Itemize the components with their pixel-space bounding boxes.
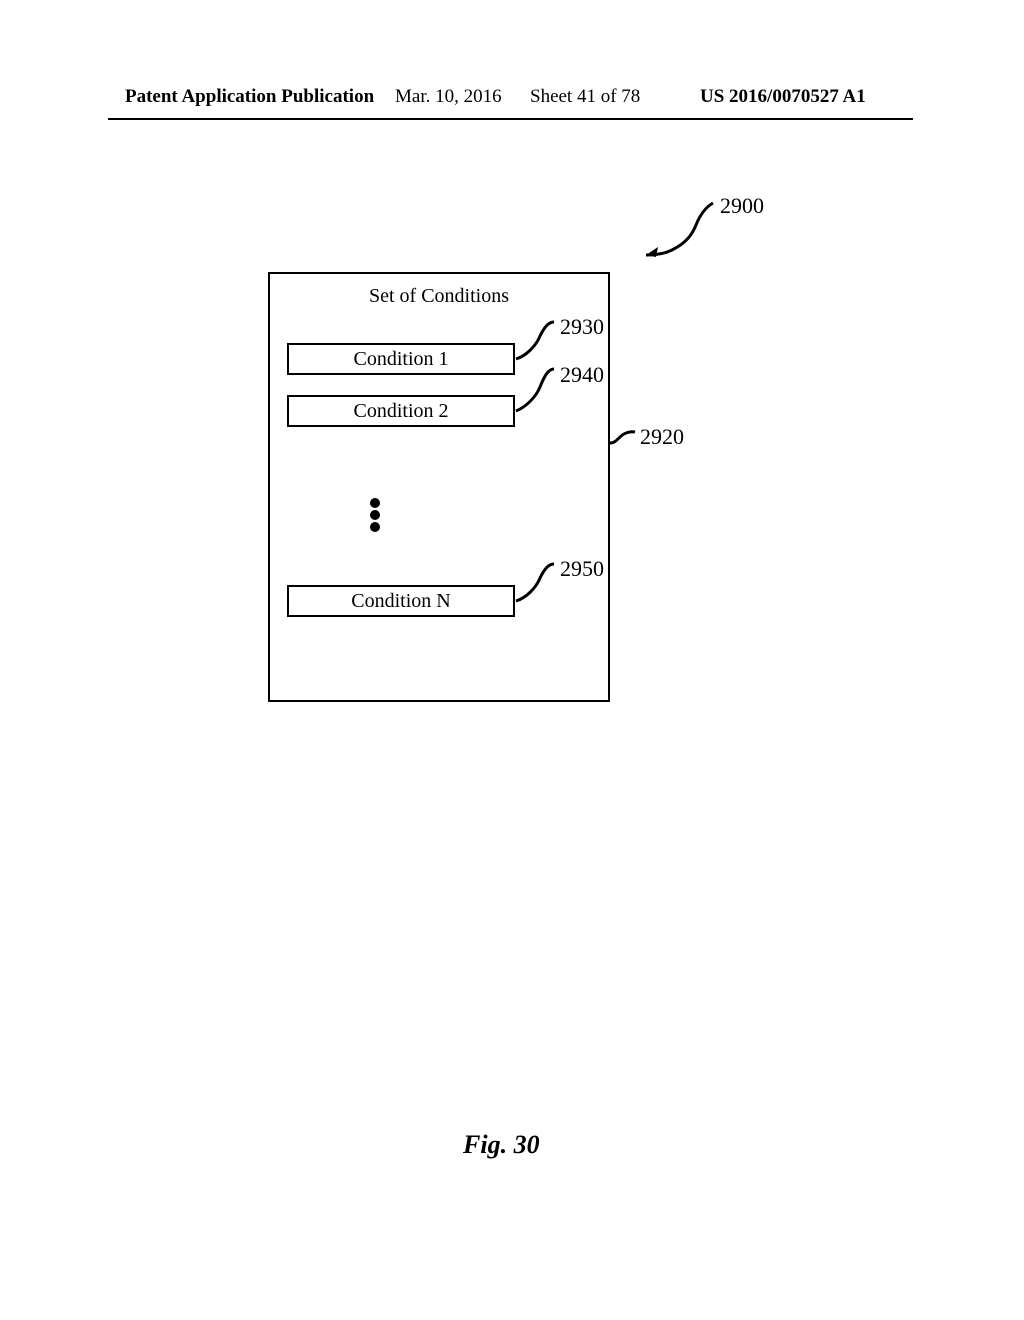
ref-2940: 2940 [560,362,604,388]
publication-date: Mar. 10, 2016 [395,86,502,108]
condition-1-box: Condition 1 [287,343,515,375]
publication-label: Patent Application Publication [125,86,374,108]
ref-2930: 2930 [560,314,604,340]
figure-caption: Fig. 30 [463,1130,540,1160]
lead-line-2930 [516,318,561,363]
lead-curve [516,369,554,411]
lead-curve [516,322,554,359]
lead-line-2920 [610,425,645,445]
ref-2950: 2950 [560,556,604,582]
lead-line-2950 [516,560,561,605]
set-of-conditions-title: Set of Conditions [268,285,610,308]
condition-2-box: Condition 2 [287,395,515,427]
dot-icon [370,522,380,532]
ellipsis-dots-icon [370,498,380,532]
lead-curve [646,203,713,255]
ref-2920: 2920 [640,424,684,450]
condition-n-box: Condition N [287,585,515,617]
condition-n-label: Condition N [351,590,450,613]
lead-curve [516,564,554,601]
lead-line-2900 [638,195,728,265]
lead-curve [610,432,635,443]
condition-1-label: Condition 1 [353,348,448,371]
publication-number: US 2016/0070527 A1 [700,86,866,108]
sheet-number: Sheet 41 of 78 [530,86,640,108]
page: Patent Application Publication Mar. 10, … [0,0,1024,1320]
page-header: Patent Application Publication Mar. 10, … [0,86,1024,116]
header-rule [108,118,913,120]
condition-2-label: Condition 2 [353,400,448,423]
dot-icon [370,498,380,508]
dot-icon [370,510,380,520]
lead-line-2940 [516,365,561,415]
